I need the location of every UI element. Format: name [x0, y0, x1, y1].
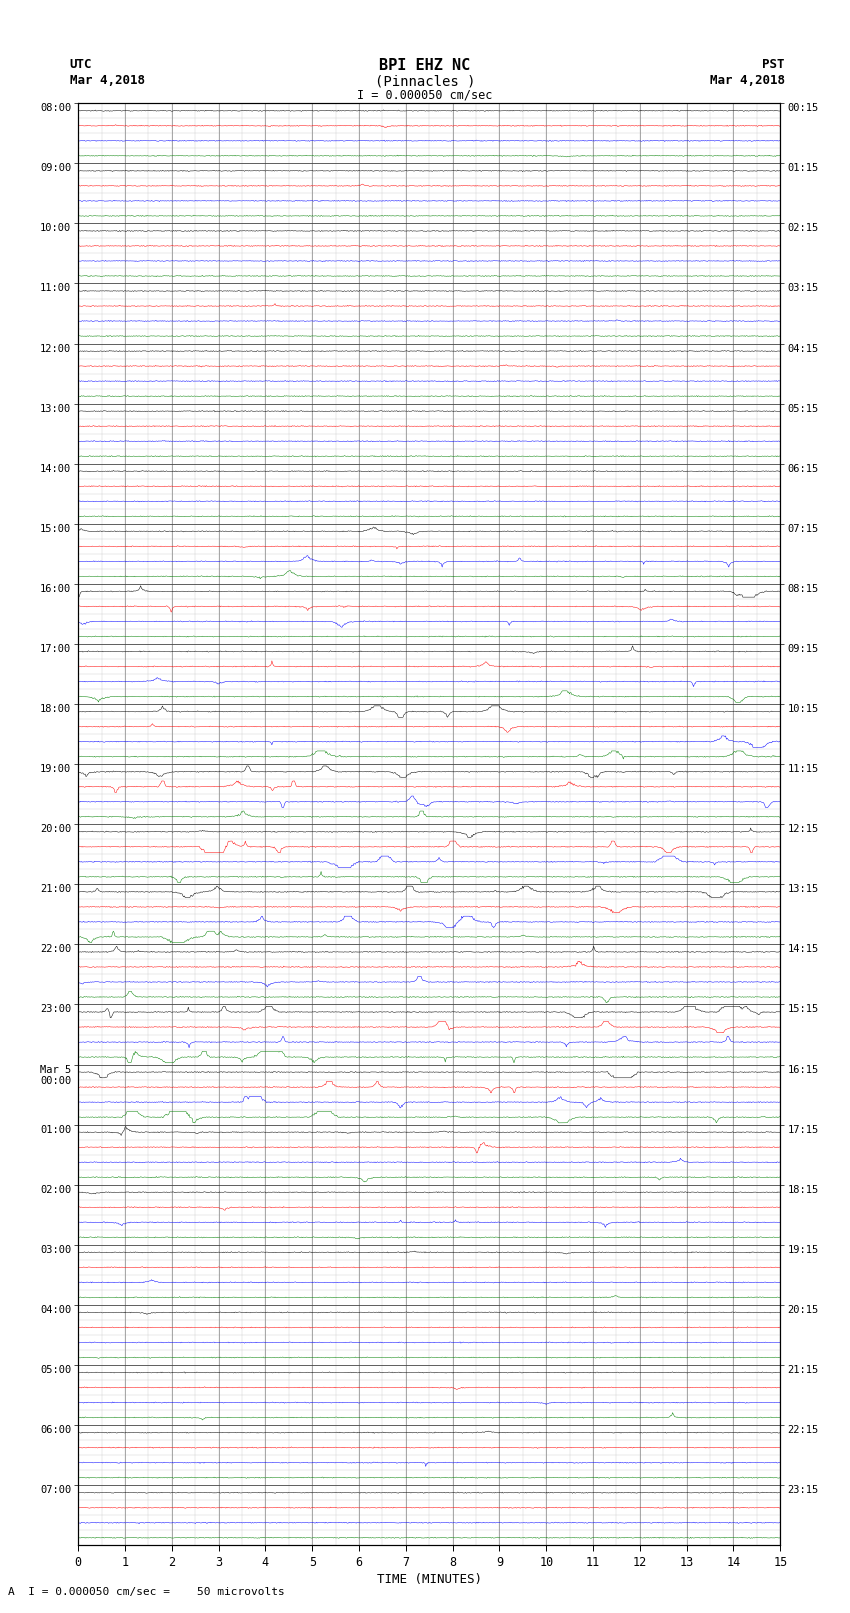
Text: Mar 4,2018: Mar 4,2018 — [70, 74, 144, 87]
Text: BPI EHZ NC: BPI EHZ NC — [379, 58, 471, 73]
Text: I = 0.000050 cm/sec: I = 0.000050 cm/sec — [357, 89, 493, 102]
Text: A  I = 0.000050 cm/sec =    50 microvolts: A I = 0.000050 cm/sec = 50 microvolts — [8, 1587, 286, 1597]
Text: UTC: UTC — [70, 58, 92, 71]
Text: PST: PST — [762, 58, 785, 71]
X-axis label: TIME (MINUTES): TIME (MINUTES) — [377, 1573, 482, 1586]
Text: (Pinnacles ): (Pinnacles ) — [375, 74, 475, 89]
Text: Mar 4,2018: Mar 4,2018 — [710, 74, 785, 87]
